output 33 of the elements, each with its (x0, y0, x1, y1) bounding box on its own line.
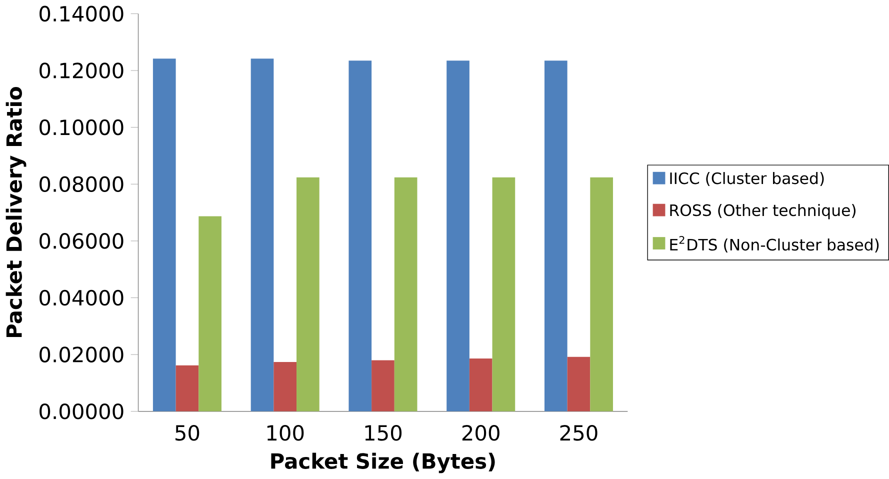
y-tick-label: 0.00000 (40, 403, 124, 420)
x-tick-label: 200 (462, 424, 500, 441)
y-tick-label: 0.12000 (40, 62, 124, 78)
bar (198, 216, 222, 412)
y-tick-label: 0.06000 (40, 233, 124, 249)
bar (348, 60, 372, 412)
bar (176, 365, 199, 412)
bar (492, 177, 516, 412)
x-tick-label: 250 (560, 424, 598, 441)
bar (567, 356, 590, 412)
y-axis-title: Packet Delivery Ratio (6, 87, 26, 338)
legend-label: ROSS (Other technique) (670, 204, 856, 220)
y-tick-label: 0.10000 (40, 119, 124, 136)
bar (590, 177, 613, 412)
bar (544, 60, 568, 412)
bar (372, 360, 394, 412)
bar (250, 58, 274, 412)
legend-label: IICC (Cluster based) (670, 172, 824, 186)
legend-label: E$^{2}$DTS (Non-Cluster based) (670, 236, 879, 253)
y-tick-label: 0.02000 (40, 346, 124, 362)
bar (296, 177, 320, 412)
bar (274, 362, 297, 412)
x-tick-label: 50 (176, 424, 200, 441)
bar (469, 358, 492, 412)
bar (394, 177, 418, 412)
x-tick-label: 100 (267, 424, 304, 441)
bar (446, 60, 470, 412)
x-tick-label: 150 (365, 424, 402, 441)
y-tick-label: 0.14000 (40, 6, 124, 22)
x-axis-title: Packet Size (Bytes) (271, 452, 495, 474)
bar (152, 58, 176, 412)
y-tick-label: 0.04000 (40, 290, 124, 306)
y-tick-label: 0.08000 (40, 176, 124, 192)
